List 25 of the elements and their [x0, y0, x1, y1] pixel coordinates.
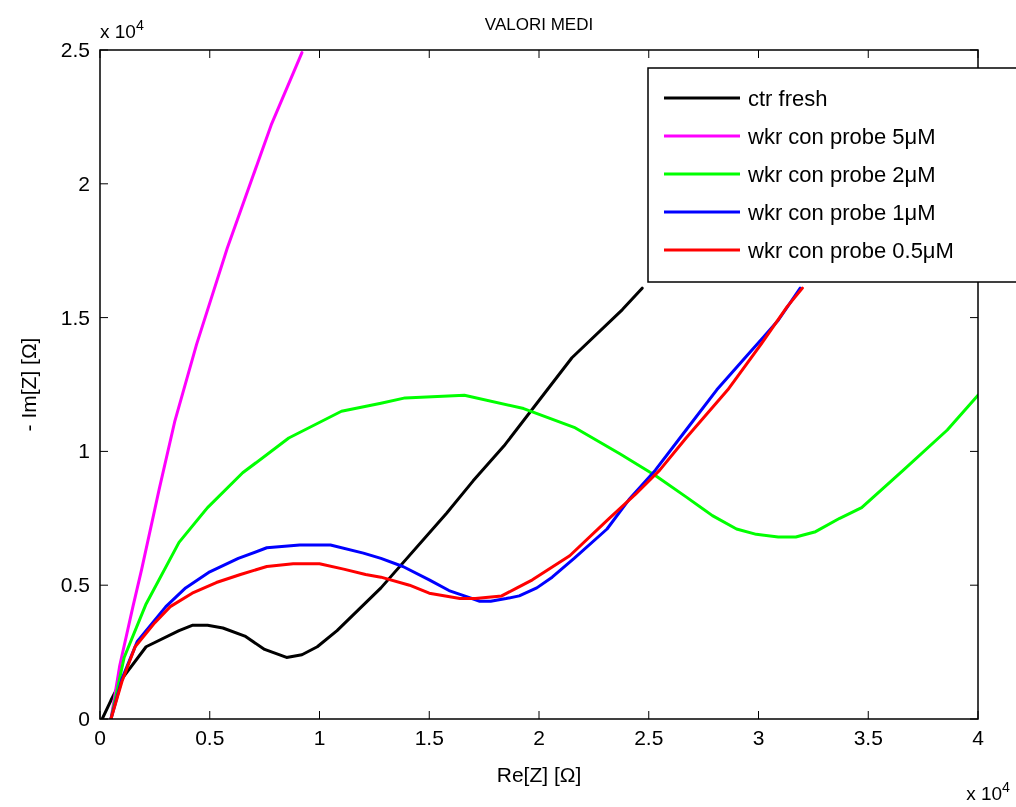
x-tick-label: 0.5	[195, 726, 225, 749]
y-axis-title: - Im[Z] [Ω]	[17, 337, 40, 432]
legend-label: ctr fresh	[748, 86, 828, 111]
x-tick-label: 2.5	[634, 726, 664, 749]
y-tick-label: 0.5	[60, 573, 90, 597]
legend-label: wkr con probe 1μM	[747, 200, 936, 225]
legend-label: wkr con probe 2μM	[747, 162, 936, 187]
y-tick-label: 0	[78, 707, 90, 730]
x-tick-label: 1	[313, 726, 326, 749]
y-tick-label: 1.5	[60, 305, 90, 329]
x-tick-label: 4	[972, 726, 985, 749]
chart-title: VALORI MEDI	[484, 15, 594, 34]
y-tick-label: 2.5	[60, 38, 90, 61]
x-tick-label: 3	[752, 726, 765, 749]
x-tick-label: 1.5	[414, 726, 444, 749]
y-tick-label: 2	[78, 171, 90, 195]
legend-label: wkr con probe 5μM	[747, 124, 936, 149]
legend-label: wkr con probe 0.5μM	[747, 238, 954, 263]
y-tick-label: 1	[78, 439, 90, 463]
x-tick-label: 2	[533, 726, 545, 749]
x-tick-label: 3.5	[853, 726, 883, 749]
text: x 10$^{4}$	[100, 17, 144, 42]
text: x 10$^{4}$	[966, 779, 1011, 804]
x-axis-title: Re[Z] [Ω]	[496, 763, 582, 786]
x-tick-label: 0	[94, 726, 106, 749]
